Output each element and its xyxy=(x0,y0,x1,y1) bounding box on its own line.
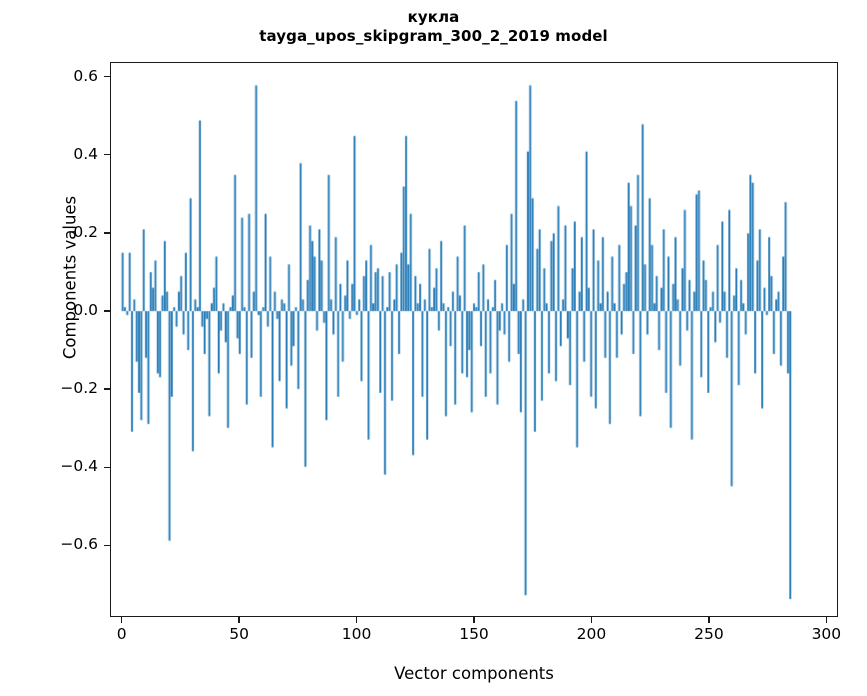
y-tick-label: −0.6 xyxy=(60,535,98,554)
x-tick-mark xyxy=(708,617,710,623)
x-tick-mark xyxy=(473,617,475,623)
y-tick-label: 0.0 xyxy=(73,300,98,319)
chart-title-block: кукла tayga_upos_skipgram_300_2_2019 mod… xyxy=(0,8,867,46)
y-tick-label: −0.2 xyxy=(60,379,98,398)
x-tick-label: 0 xyxy=(116,625,127,643)
chart-subtitle: tayga_upos_skipgram_300_2_2019 model xyxy=(259,27,608,45)
y-axis-label: Components values xyxy=(60,195,80,360)
x-tick-label: 250 xyxy=(694,625,724,643)
x-tick-mark xyxy=(590,617,593,623)
y-tick-label: 0.4 xyxy=(73,144,98,163)
x-tick-mark xyxy=(825,617,828,623)
plot-axes-frame xyxy=(110,62,838,617)
x-tick-label: 300 xyxy=(811,625,842,643)
y-tick-label: 0.2 xyxy=(73,222,98,241)
y-tick-label: −0.4 xyxy=(60,457,98,476)
chart-title: кукла xyxy=(407,8,460,26)
x-axis-label: Vector components xyxy=(394,664,554,683)
bar-series-canvas xyxy=(111,63,837,616)
x-tick-label: 150 xyxy=(459,625,489,643)
y-tick-label: 0.6 xyxy=(73,66,98,85)
x-tick-label: 200 xyxy=(576,625,607,643)
x-tick-label: 50 xyxy=(229,625,249,643)
x-tick-mark xyxy=(238,617,240,623)
x-tick-label: 100 xyxy=(341,625,372,643)
x-tick-mark xyxy=(355,617,358,623)
x-tick-mark xyxy=(120,617,123,623)
